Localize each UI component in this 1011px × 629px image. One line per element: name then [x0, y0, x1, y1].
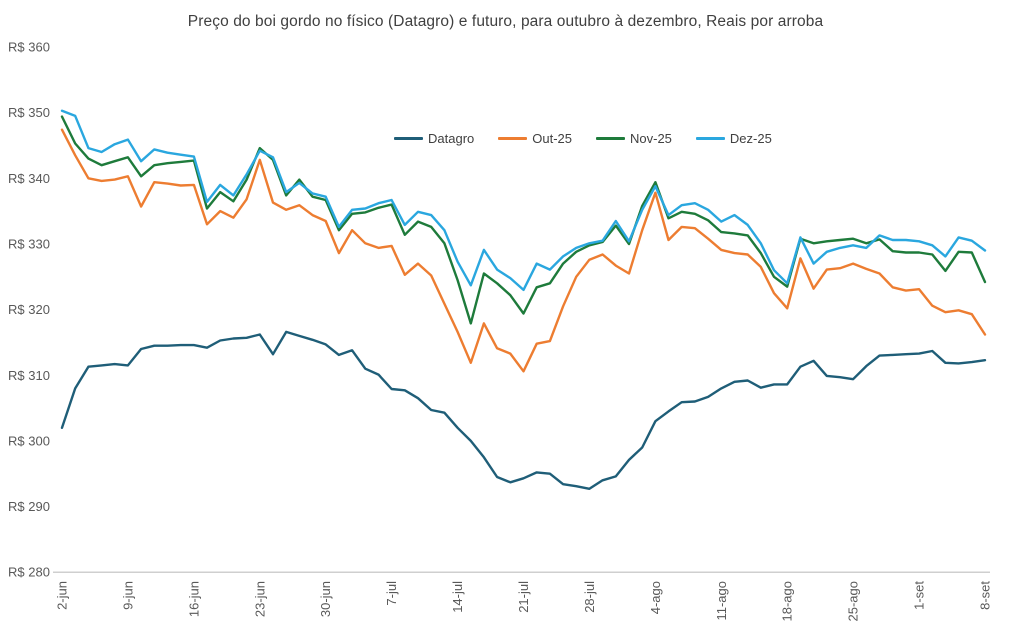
x-tick-label: 14-jul [450, 581, 465, 613]
x-tick-label: 11-ago [714, 581, 729, 621]
chart-legend: Datagro Out-25 Nov-25 Dez-25 [394, 131, 772, 146]
x-tick-label: 21-jul [516, 581, 531, 613]
x-tick-label: 4-ago [648, 581, 663, 614]
y-tick-label: R$ 280 [8, 565, 50, 580]
x-tick-label: 30-jun [318, 581, 333, 617]
x-tick-label: 23-jun [252, 581, 267, 617]
series-line-datagro [60, 330, 987, 490]
legend-label: Nov-25 [630, 131, 672, 146]
x-tick-label: 28-jul [582, 581, 597, 613]
x-tick-label: 9-jun [120, 581, 135, 610]
y-tick-label: R$ 340 [8, 171, 50, 186]
legend-item-dez-25: Dez-25 [695, 131, 772, 146]
x-tick-label: 7-jul [384, 581, 399, 606]
x-tick-label: 16-jun [186, 581, 201, 617]
x-tick-label: 18-ago [780, 581, 795, 621]
legend-line-swatch [596, 137, 625, 140]
legend-label: Datagro [428, 131, 475, 146]
x-tick-label: 8-set [978, 581, 993, 610]
x-tick-label: 25-ago [846, 581, 861, 621]
series-line-nov-25 [60, 115, 987, 325]
x-tick-label: 2-jun [55, 581, 70, 610]
x-tick-label: 1-set [912, 581, 927, 610]
y-tick-label: R$ 320 [8, 302, 50, 317]
legend-line-swatch [695, 137, 725, 140]
y-tick-label: R$ 310 [8, 368, 50, 383]
y-tick-label: R$ 330 [8, 236, 50, 251]
y-tick-label: R$ 290 [8, 499, 50, 514]
series-line-out-25 [60, 128, 987, 373]
legend-item-out-25: Out-25 [498, 131, 572, 146]
legend-item-nov-25: Nov-25 [596, 131, 672, 146]
legend-label: Out-25 [532, 131, 572, 146]
legend-line-swatch [498, 137, 528, 140]
legend-item-datagro: Datagro [394, 131, 474, 146]
legend-label: Dez-25 [729, 131, 772, 146]
chart-title: Preço do boi gordo no físico (Datagro) e… [187, 13, 824, 30]
y-tick-label: R$ 300 [8, 433, 50, 448]
series-line-dez-25 [60, 109, 987, 292]
legend-line-swatch [394, 137, 423, 140]
y-tick-label: R$ 360 [8, 40, 50, 55]
y-tick-label: R$ 350 [8, 105, 50, 120]
